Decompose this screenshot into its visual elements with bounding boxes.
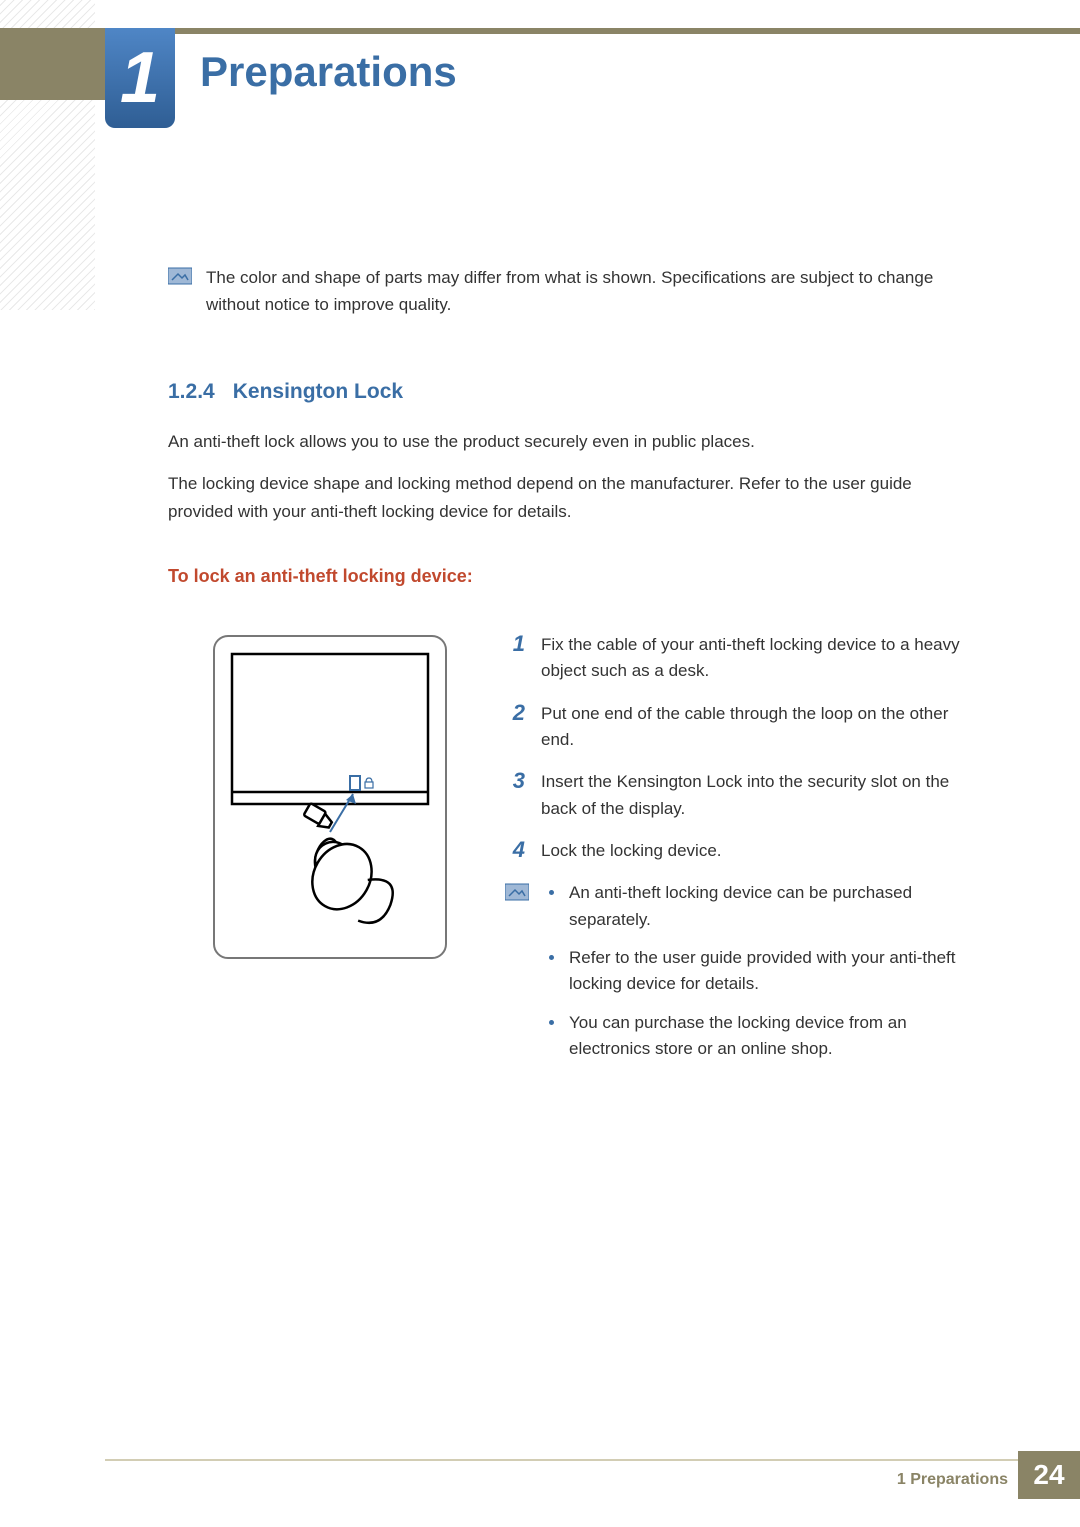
- sub-note: An anti-theft locking device can be purc…: [505, 880, 960, 1074]
- step-number: 4: [505, 838, 525, 864]
- top-note-text: The color and shape of parts may differ …: [206, 264, 960, 318]
- chapter-number: 1: [120, 37, 160, 119]
- step-number: 2: [505, 701, 525, 754]
- step-text: Fix the cable of your anti-theft locking…: [541, 632, 960, 685]
- step-item: 2 Put one end of the cable through the l…: [505, 701, 960, 754]
- bullet-item: Refer to the user guide provided with yo…: [543, 945, 960, 998]
- chapter-number-box: 1: [105, 28, 175, 128]
- footer-page-number: 24: [1018, 1451, 1080, 1499]
- bullet-item: An anti-theft locking device can be purc…: [543, 880, 960, 933]
- step-item: 3 Insert the Kensington Lock into the se…: [505, 769, 960, 822]
- footer-section-label: 1 Preparations: [897, 1461, 1008, 1499]
- step-text: Lock the locking device.: [541, 838, 722, 864]
- note-icon: [505, 882, 529, 902]
- note-icon: [168, 266, 192, 286]
- section-title: Kensington Lock: [233, 380, 403, 403]
- paragraph-1: An anti-theft lock allows you to use the…: [168, 428, 960, 456]
- sub-heading: To lock an anti-theft locking device:: [168, 566, 473, 587]
- bullet-list: An anti-theft locking device can be purc…: [543, 880, 960, 1074]
- chapter-title: Preparations: [200, 48, 457, 96]
- steps-list: 1 Fix the cable of your anti-theft locki…: [505, 632, 960, 1074]
- paragraph-2: The locking device shape and locking met…: [168, 470, 960, 526]
- top-note: The color and shape of parts may differ …: [168, 264, 960, 318]
- step-number: 1: [505, 632, 525, 685]
- bullet-item: You can purchase the locking device from…: [543, 1010, 960, 1063]
- step-number: 3: [505, 769, 525, 822]
- kensington-lock-figure: [210, 632, 450, 962]
- step-text: Insert the Kensington Lock into the secu…: [541, 769, 960, 822]
- step-item: 1 Fix the cable of your anti-theft locki…: [505, 632, 960, 685]
- section-number: 1.2.4: [168, 380, 215, 403]
- step-item: 4 Lock the locking device.: [505, 838, 960, 864]
- section-heading: 1.2.4 Kensington Lock: [168, 380, 403, 404]
- page-footer: 1 Preparations 24: [0, 1459, 1080, 1499]
- step-text: Put one end of the cable through the loo…: [541, 701, 960, 754]
